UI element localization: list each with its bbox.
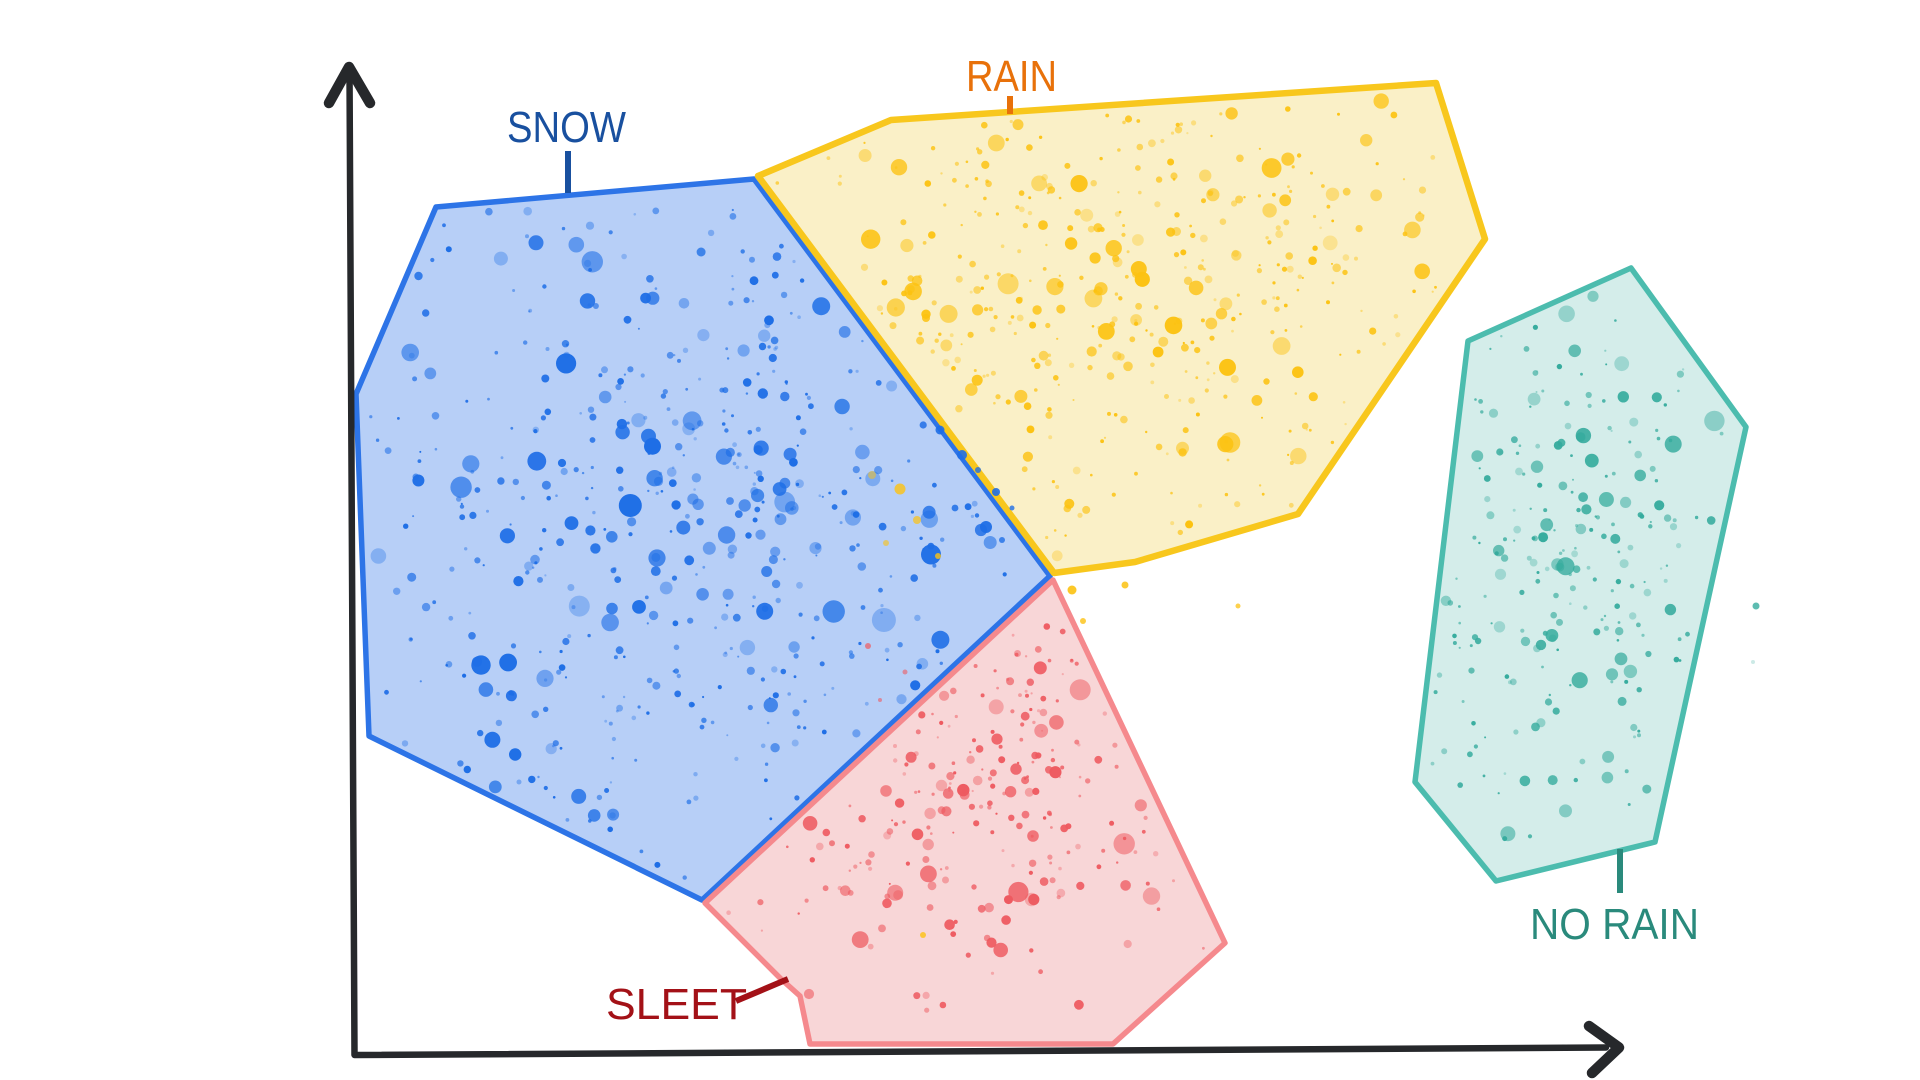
svg-text:SLEET: SLEET xyxy=(606,980,747,1029)
svg-text:SNOW: SNOW xyxy=(507,103,626,152)
svg-text:NO RAIN: NO RAIN xyxy=(1530,900,1699,949)
svg-text:RAIN: RAIN xyxy=(966,52,1057,101)
